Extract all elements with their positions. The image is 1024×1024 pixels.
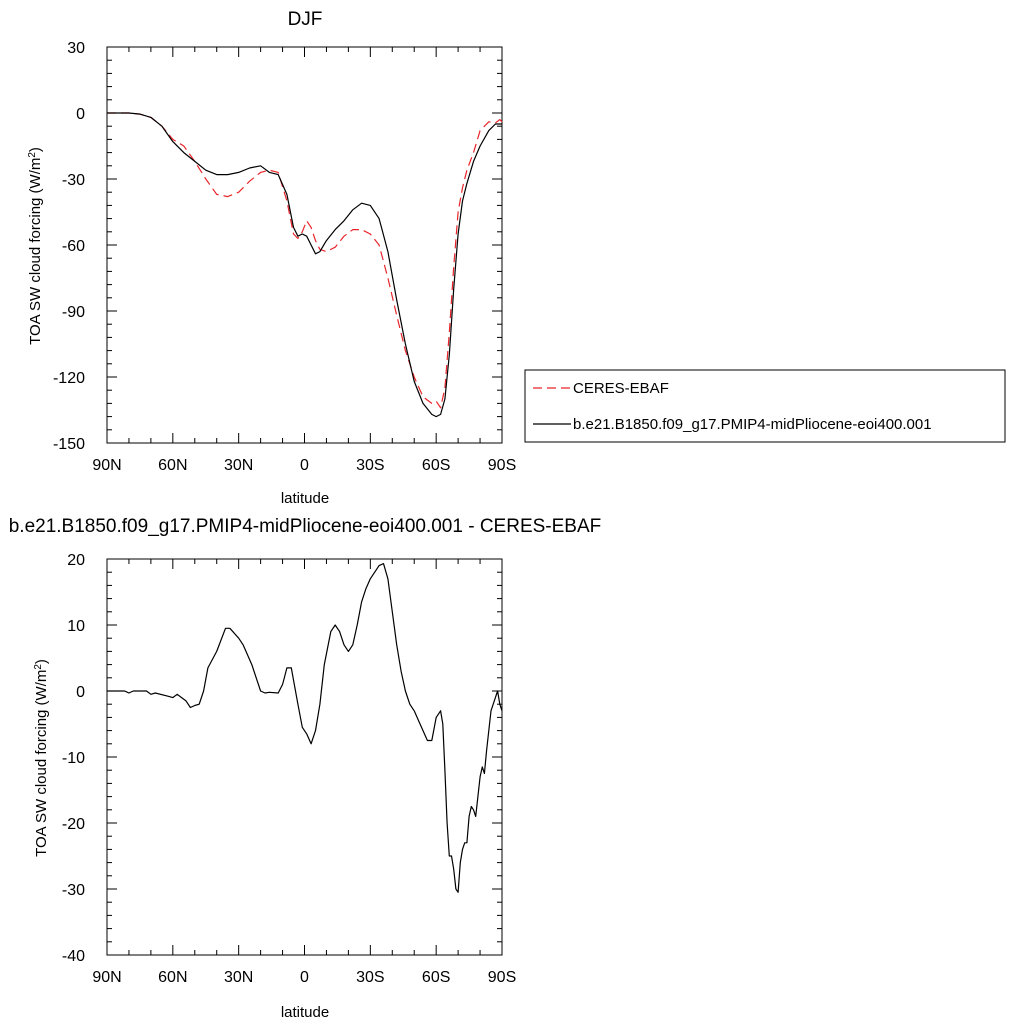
bottom-x-tick-label: 30N	[224, 969, 253, 986]
bottom-y-tick-label: 10	[67, 618, 85, 635]
top-x-tick-label: 30N	[224, 457, 253, 474]
top-series-line-0	[107, 112, 503, 409]
bottom-y-tick-label: -10	[62, 750, 85, 767]
bottom-series-line-0	[107, 562, 503, 893]
bottom-x-tick-label: 90N	[92, 969, 121, 986]
top-y-tick-label: -90	[62, 304, 85, 321]
legend-box	[524, 369, 1006, 443]
top-y-axis-label: TOA SW cloud forcing (W/m2)	[27, 147, 45, 345]
top-x-tick-label: 30S	[356, 457, 384, 474]
bottom-y-tick-label: 0	[76, 684, 85, 701]
bottom-y-axis-label: TOA SW cloud forcing (W/m2)	[33, 659, 51, 857]
bottom-plot-area: 90N 60N 30N 0 30S 60S 90S 20 10 0 -10 -20 -30 -40	[62, 552, 516, 986]
top-series-line-1	[107, 112, 502, 418]
bottom-y-tick-label: 20	[67, 552, 85, 569]
top-chart-title: DJF	[288, 9, 323, 30]
top-x-tick-label: 90N	[92, 457, 121, 474]
top-y-tick-label: 30	[67, 40, 85, 57]
top-plot-frame	[106, 46, 503, 444]
top-panel: DJF 90N 60N 30N 0 30S 60S 90S 30 0 -30 -60 -90 -120 -…	[27, 9, 1006, 507]
top-x-tick-label: 60S	[422, 457, 450, 474]
bottom-y-tick-label: -20	[62, 816, 85, 833]
bottom-panel: b.e21.B1850.f09_g17.PMIP4-midPliocene-eo…	[9, 516, 602, 1021]
top-x-tick-label: 60N	[158, 457, 187, 474]
bottom-y-tick-label: -40	[62, 948, 85, 965]
top-y-tick-label: -150	[53, 436, 85, 453]
bottom-x-tick-label: 30S	[356, 969, 384, 986]
top-x-axis-label: latitude	[281, 490, 329, 507]
bottom-x-tick-label: 0	[300, 969, 309, 986]
top-y-tick-label: -30	[62, 172, 85, 189]
top-plot-area: 90N 60N 30N 0 30S 60S 90S 30 0 -30 -60 -90 -120 -150	[53, 40, 516, 474]
bottom-x-tick-label: 60S	[422, 969, 450, 986]
top-x-tick-label: 90S	[488, 457, 516, 474]
top-y-tick-label: -60	[62, 238, 85, 255]
top-x-tick-label: 0	[300, 457, 309, 474]
legend-label-0: CERES-EBAF	[573, 380, 669, 397]
bottom-x-tick-label: 90S	[488, 969, 516, 986]
top-legend: CERES-EBAF b.e21.B1850.f09_g17.PMIP4-midP…	[524, 369, 1006, 443]
bottom-plot-frame	[106, 558, 503, 956]
bottom-chart-title: b.e21.B1850.f09_g17.PMIP4-midPliocene-eo…	[9, 516, 602, 537]
bottom-x-axis-label: latitude	[281, 1004, 329, 1021]
bottom-y-tick-label: -30	[62, 882, 85, 899]
legend-label-1: b.e21.B1850.f09_g17.PMIP4-midPliocene-eo…	[573, 416, 932, 433]
top-y-tick-label: 0	[76, 106, 85, 123]
bottom-x-tick-label: 60N	[158, 969, 187, 986]
top-y-tick-label: -120	[53, 370, 85, 387]
